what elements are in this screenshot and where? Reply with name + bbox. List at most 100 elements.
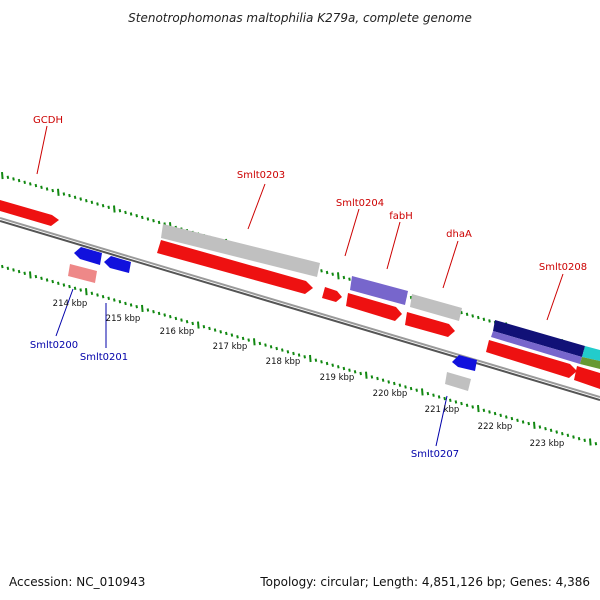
tick-marks [1,172,598,446]
minor-tick [23,271,26,275]
minor-tick [572,435,575,439]
minor-tick [286,350,290,354]
cds-features [0,200,600,391]
minor-tick [331,272,334,276]
major-tick [85,288,88,296]
minor-tick [29,182,32,186]
minor-tick [348,368,351,372]
cds-smlt0200-blue[interactable] [74,247,102,265]
minor-tick [409,386,413,391]
kbp-label: 219 kbp [320,373,355,383]
label-smlt0208[interactable]: Smlt0208 [539,262,587,273]
kbp-label: 214 kbp [53,299,88,309]
cds-smlt0207[interactable] [445,372,471,391]
minor-tick [118,209,122,213]
kbp-label: 222 kbp [478,422,513,432]
minor-tick [107,205,110,209]
minor-tick [17,178,21,183]
cds-dhaa[interactable] [405,312,455,337]
minor-tick [465,312,469,316]
minor-tick [275,346,278,351]
minor-tick [51,279,54,284]
label-smlt0204[interactable]: Smlt0204 [336,198,384,209]
minor-tick [544,427,547,431]
cds-smlt0204[interactable] [350,276,408,305]
minor-tick [460,401,463,406]
major-tick [113,205,116,213]
minor-tick [129,212,133,216]
minor-tick [174,316,178,321]
minor-tick [393,381,396,386]
cds-next-fwd[interactable] [574,366,600,389]
label-smlt0200[interactable]: Smlt0200 [30,340,78,351]
label-smlt0201[interactable]: Smlt0201 [80,352,128,363]
minor-tick [314,358,318,362]
minor-tick [577,437,581,441]
cds-smlt0208-purple[interactable] [491,331,582,364]
minor-tick [370,375,374,379]
label-dhaa[interactable]: dhaA [446,229,472,240]
minor-tick [415,388,418,392]
minor-tick [118,300,122,304]
minor-tick [45,187,49,191]
minor-tick [460,310,463,315]
map-title: Stenotrophomonas maltophilia K279a, comp… [128,11,472,25]
minor-tick [73,286,77,290]
minor-tick [113,298,116,302]
minor-tick [331,363,334,367]
minor-tick [6,175,10,179]
minor-tick [34,274,38,279]
minor-tick [292,351,295,356]
minor-tick [180,318,183,322]
minor-tick [320,269,323,273]
label-fabh[interactable]: fabH [389,211,413,222]
minor-tick [79,288,82,292]
major-tick [337,272,340,280]
major-tick [141,304,144,312]
minor-tick [202,325,206,329]
cds-smlt0208-cyan[interactable] [582,346,600,361]
cds-smlt0208[interactable] [486,340,577,378]
genome-backbone [0,217,600,401]
reverse-gene-labels: Smlt0200 Smlt0201 Smlt0207 [30,340,459,460]
minor-tick [549,428,553,432]
label-smlt0207[interactable]: Smlt0207 [411,449,459,460]
cds-fabh[interactable] [410,294,462,321]
kbp-label: 216 kbp [160,327,195,337]
forward-gene-labels: GCDH Smlt0203 Smlt0204 fabH dhaA Smlt020… [33,115,587,273]
minor-tick [169,315,172,319]
major-tick [253,338,256,346]
minor-tick [325,361,329,366]
minor-tick [320,360,323,364]
minor-tick [264,343,267,347]
cds-smlt0207-blue[interactable] [452,355,477,371]
cds-smlt0204-a[interactable] [322,287,342,302]
minor-tick [505,415,508,419]
minor-tick [387,380,390,384]
cds-smlt0203[interactable] [161,224,320,277]
label-smlt0203[interactable]: Smlt0203 [237,170,285,181]
minor-tick [258,341,262,346]
minor-tick [101,295,105,299]
kbp-scale-labels: 214 kbp 215 kbp 216 kbp 217 kbp 218 kbp … [53,299,565,449]
cds-smlt0201[interactable] [104,256,131,273]
major-tick [421,388,424,396]
minor-tick [426,391,430,396]
minor-tick [152,310,155,314]
cds-smlt0203-arrow[interactable] [157,240,313,294]
label-gcdh[interactable]: GCDH [33,115,63,126]
minor-tick [353,370,357,374]
cds-smlt0204-fwd[interactable] [346,293,402,321]
cds-smlt0208-olive[interactable] [580,357,600,369]
cds-smlt0208-navy[interactable] [493,320,585,357]
cds-smlt0200[interactable] [68,264,97,283]
minor-tick [482,408,486,412]
cds-gcdh[interactable] [0,200,59,226]
minor-tick [594,442,598,446]
kbp-label: 223 kbp [530,439,565,449]
minor-tick [471,314,474,318]
minor-tick [555,430,558,434]
minor-tick [79,197,82,201]
kbp-label: 221 kbp [425,405,460,415]
